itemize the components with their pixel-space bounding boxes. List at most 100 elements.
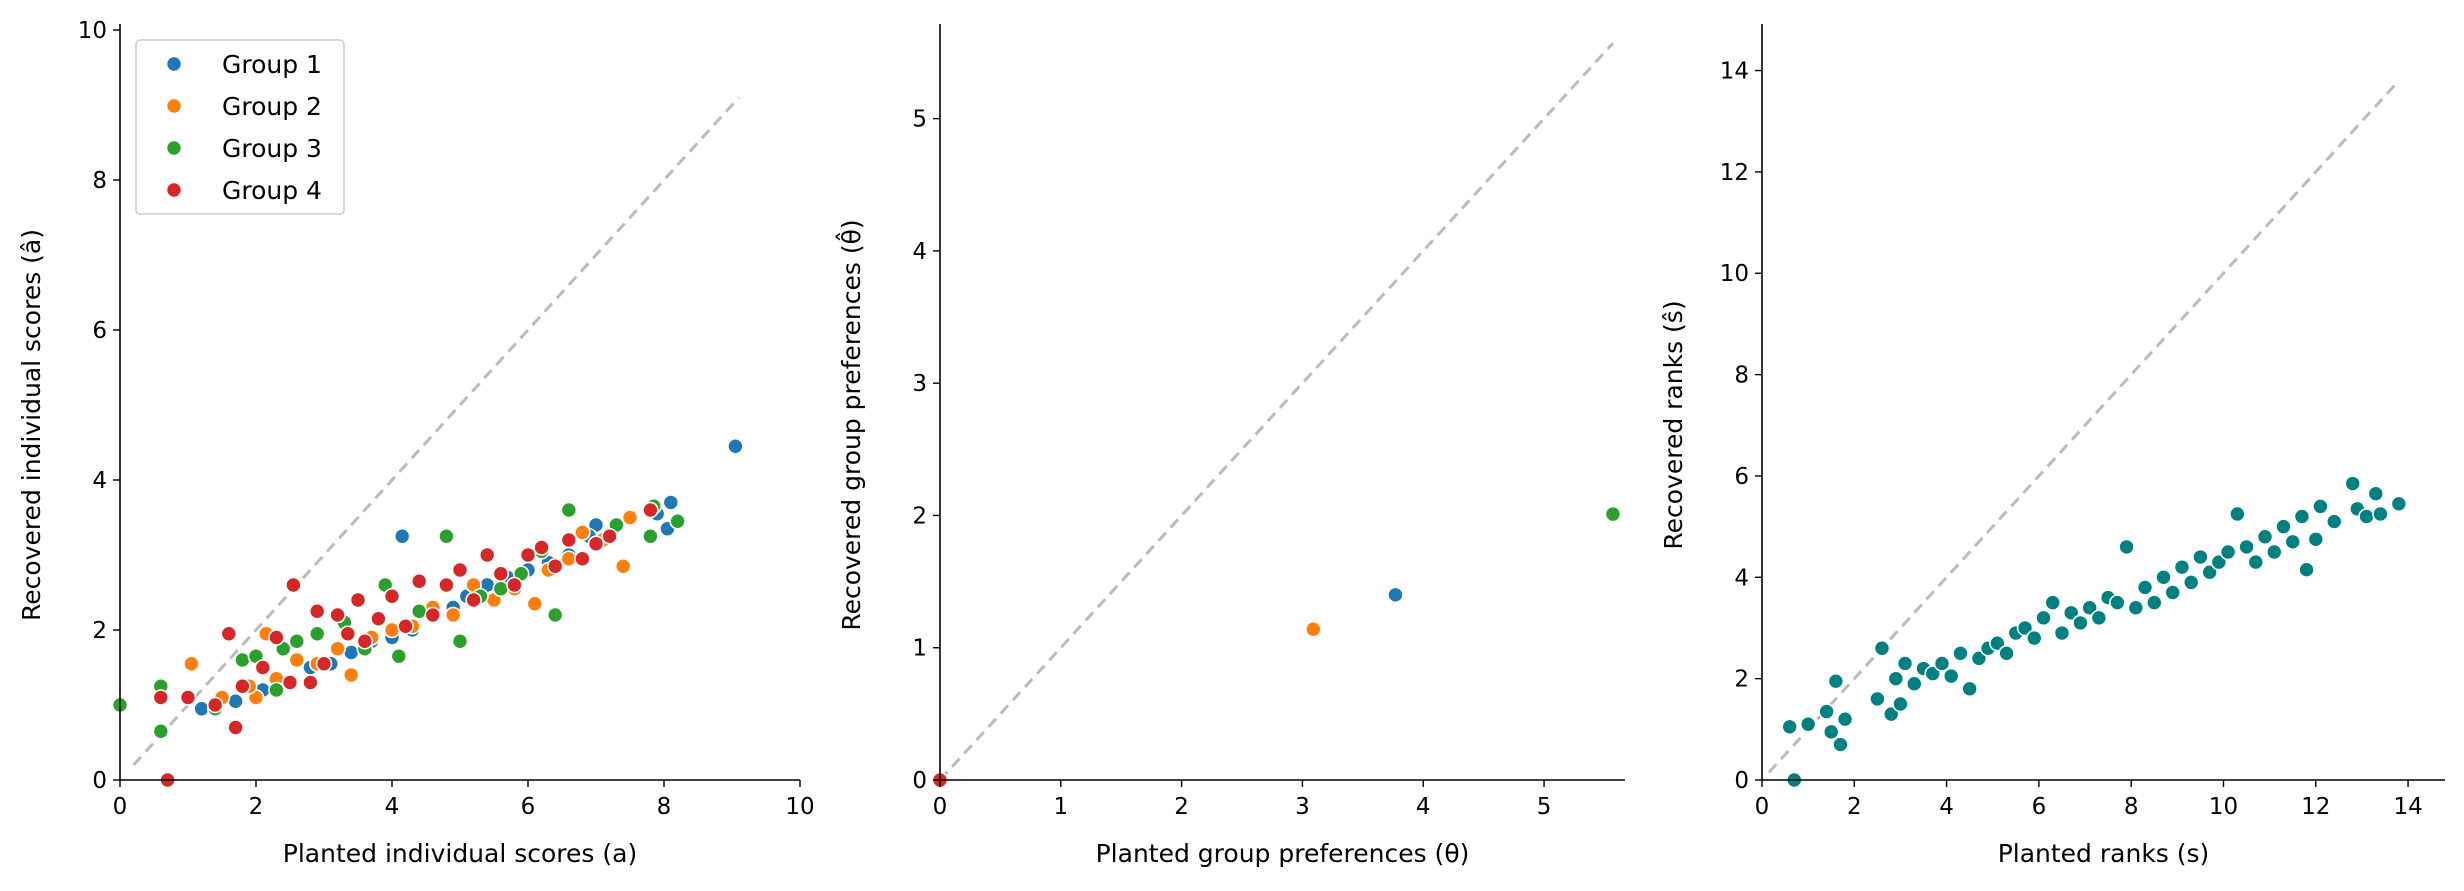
chart-1: 0 2 4 6 8 10 0 2 4 6 8 10 Planted individual scores… xyxy=(17,18,815,868)
chart-1-point-s4-9 xyxy=(268,629,285,646)
chart-1-point-s4-32 xyxy=(546,557,564,575)
chart-1-xlabel: Planted individual scores (a) xyxy=(283,839,637,868)
chart-1-ytick-label-2: 4 xyxy=(92,468,107,494)
chart-2-ytick-label-5: 5 xyxy=(912,107,927,133)
chart-1-point-s4-16 xyxy=(339,625,357,643)
chart-1-point-s4-2 xyxy=(152,689,170,706)
chart-1-point-s4-11 xyxy=(285,576,302,594)
chart-1-point-s4-31 xyxy=(533,539,550,556)
chart-3-point-s1-41 xyxy=(2145,594,2163,611)
legend-label-4: Group 4 xyxy=(222,176,322,205)
chart-1-point-s4-18 xyxy=(356,632,374,650)
chart-1-point-s4-4 xyxy=(206,696,224,714)
chart-3-point-s1-46 xyxy=(2192,548,2209,566)
chart-1-point-s3-10 xyxy=(308,625,326,643)
chart-1-point-s2-1 xyxy=(621,509,639,526)
chart-1-point-s2-19 xyxy=(288,651,306,669)
chart-1-point-s4-23 xyxy=(424,606,442,624)
chart-1-point-s4-8 xyxy=(254,659,272,676)
chart-3: 0 2 4 6 8 10 12 14 0 2 4 6 8 10 12 14 Planted ranks (s)… xyxy=(1659,24,2445,868)
chart-3-point-s1-19 xyxy=(1942,667,1960,685)
chart-3-point-s1-13 xyxy=(1892,695,1909,713)
chart-3-point-s1-10 xyxy=(1873,639,1891,657)
chart-1-point-s3-16 xyxy=(438,527,455,545)
chart-3-xtick-label-7: 14 xyxy=(2393,794,2422,820)
chart-1-legend: Group 1 Group 2 Group 3 Group 4 xyxy=(135,39,345,215)
chart-1-point-s4-33 xyxy=(560,531,578,549)
chart-3-ytick-label-1: 2 xyxy=(1734,667,1749,693)
chart-3-point-s1-50 xyxy=(2229,505,2246,523)
chart-2-xtick-label-1: 1 xyxy=(1053,794,1068,820)
chart-3-point-s1-48 xyxy=(2210,553,2228,571)
chart-1-ylabel: Recovered individual scores (â) xyxy=(17,229,46,621)
chart-1-point-s2-17 xyxy=(329,640,346,658)
legend-marker-3 xyxy=(165,139,183,157)
chart-1-ytick-label-5: 10 xyxy=(78,18,107,44)
chart-2-point-s1-1 xyxy=(1387,586,1404,604)
chart-1-point-s3-14 xyxy=(390,647,408,665)
chart-2-point-s3-1 xyxy=(1604,505,1622,523)
chart-1-point-s3-17 xyxy=(451,632,469,650)
chart-3-point-s1-20 xyxy=(1952,645,1969,662)
chart-1-point-s3-22 xyxy=(546,606,564,624)
chart-3-point-s1-27 xyxy=(2016,619,2034,637)
chart-3-xtick-label-4: 8 xyxy=(2124,794,2139,820)
chart-1-point-s4-25 xyxy=(451,561,469,579)
chart-1-point-s3-7 xyxy=(268,681,285,699)
chart-1-point-s4-3 xyxy=(179,689,197,706)
chart-3-point-s1-55 xyxy=(2275,518,2292,535)
chart-1-point-s2-25 xyxy=(183,655,200,673)
chart-3-point-s1-22 xyxy=(1970,650,1988,667)
chart-3-point-s1-7 xyxy=(1832,736,1849,753)
chart-3-point-s1-43 xyxy=(2164,584,2182,601)
chart-3-point-s1-61 xyxy=(2325,513,2343,530)
chart-1-xtick-label-3: 6 xyxy=(521,794,536,820)
chart-3-point-s1-57 xyxy=(2293,508,2311,525)
chart-2: 0 1 2 3 4 5 0 1 2 3 4 5 Planted group preferences (… xyxy=(835,24,1625,868)
chart-1-ytick-label-1: 2 xyxy=(92,618,107,644)
chart-1-point-s1-2 xyxy=(662,494,680,511)
chart-3-xtick-label-3: 6 xyxy=(2032,794,2047,820)
chart-3-point-s1-51 xyxy=(2238,538,2255,556)
legend-label-2: Group 2 xyxy=(222,92,322,121)
chart-2-reference-line xyxy=(938,42,1615,782)
chart-3-point-s1-33 xyxy=(2072,614,2089,632)
chart-2-ytick-label-4: 4 xyxy=(912,239,927,265)
chart-1-xtick-label-5: 10 xyxy=(785,794,814,820)
chart-3-ytick-label-2: 4 xyxy=(1734,565,1749,591)
chart-3-point-s1-29 xyxy=(2035,609,2052,627)
chart-3-point-s1-62 xyxy=(2344,475,2362,492)
chart-2-ytick-label-3: 3 xyxy=(912,371,927,397)
chart-1-point-s1-1 xyxy=(727,437,744,455)
chart-3-point-s1-53 xyxy=(2256,528,2274,546)
chart-3-point-s1-54 xyxy=(2265,543,2283,561)
chart-2-xlabel: Planted group preferences (θ) xyxy=(1096,839,1470,868)
chart-3-ytick-label-7: 14 xyxy=(1720,59,1749,85)
chart-3-ytick-label-5: 10 xyxy=(1720,261,1749,287)
chart-3-point-s1-9 xyxy=(1869,690,1886,708)
chart-3-point-s1-28 xyxy=(2025,629,2043,647)
chart-1-point-s4-12 xyxy=(302,674,319,691)
chart-2-xtick-label-5: 5 xyxy=(1537,794,1552,820)
chart-1-point-s4-15 xyxy=(329,606,346,624)
chart-3-point-s1-6 xyxy=(1827,672,1845,690)
chart-2-ylabel: Recovered group preferences (θ̂) xyxy=(835,219,866,630)
chart-2-ytick-label-1: 1 xyxy=(912,636,927,662)
chart-3-point-s1-58 xyxy=(2298,561,2315,578)
chart-3-point-s1-59 xyxy=(2307,530,2325,548)
chart-3-reference-line xyxy=(1767,82,2398,774)
legend-label-3: Group 3 xyxy=(222,134,322,163)
chart-3-point-s1-24 xyxy=(1989,634,2006,652)
chart-1-xtick-label-0: 0 xyxy=(113,794,128,820)
chart-1-point-s1-24 xyxy=(227,692,244,710)
chart-1-point-s1-25 xyxy=(193,700,210,718)
chart-1-point-s3-5 xyxy=(234,651,251,669)
chart-1-point-s1-19 xyxy=(342,644,360,661)
chart-1-point-s4-14 xyxy=(315,655,333,673)
chart-1-point-s4-29 xyxy=(506,576,523,594)
legend-label-1: Group 1 xyxy=(222,50,322,79)
chart-3-xlabel: Planted ranks (s) xyxy=(1998,839,2210,868)
chart-1-point-s4-6 xyxy=(227,719,244,736)
chart-1-ytick-label-0: 0 xyxy=(92,768,107,794)
chart-1-point-s4-17 xyxy=(349,591,367,609)
